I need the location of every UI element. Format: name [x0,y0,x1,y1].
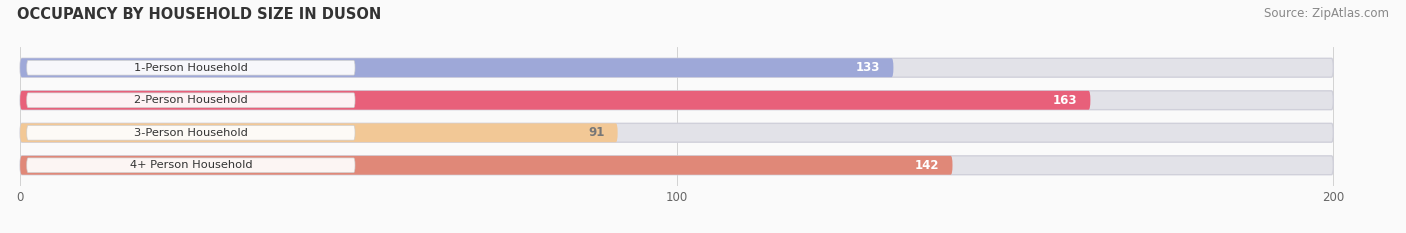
FancyBboxPatch shape [20,91,1091,110]
Text: OCCUPANCY BY HOUSEHOLD SIZE IN DUSON: OCCUPANCY BY HOUSEHOLD SIZE IN DUSON [17,7,381,22]
Text: 3-Person Household: 3-Person Household [134,128,247,138]
FancyBboxPatch shape [20,123,1333,142]
FancyBboxPatch shape [20,123,617,142]
FancyBboxPatch shape [20,91,1333,110]
FancyBboxPatch shape [27,158,354,173]
FancyBboxPatch shape [20,156,1333,175]
Text: 133: 133 [856,61,880,74]
FancyBboxPatch shape [27,60,354,75]
Text: 91: 91 [588,126,605,139]
FancyBboxPatch shape [20,58,893,77]
FancyBboxPatch shape [20,58,1333,77]
Text: 1-Person Household: 1-Person Household [134,63,247,73]
Text: 163: 163 [1053,94,1077,107]
Text: 2-Person Household: 2-Person Household [134,95,247,105]
Text: 142: 142 [915,159,939,172]
Text: Source: ZipAtlas.com: Source: ZipAtlas.com [1264,7,1389,20]
Text: 4+ Person Household: 4+ Person Household [129,160,252,170]
FancyBboxPatch shape [27,125,354,140]
FancyBboxPatch shape [20,156,952,175]
FancyBboxPatch shape [27,93,354,108]
